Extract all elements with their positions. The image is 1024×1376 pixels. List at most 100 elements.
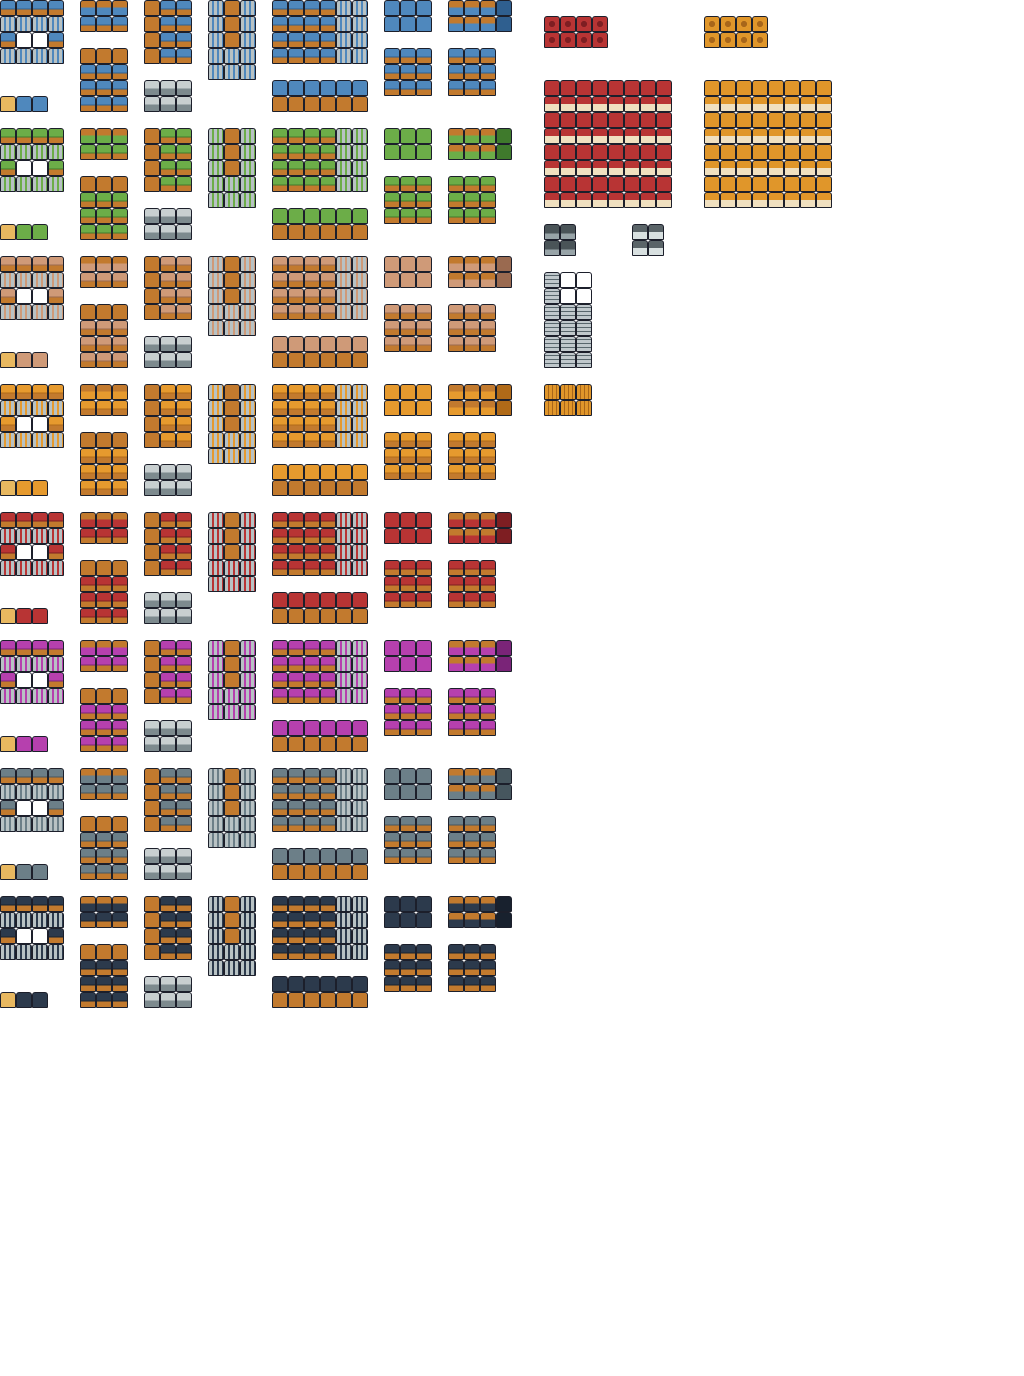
tile: [480, 336, 496, 352]
tile: [800, 80, 816, 96]
tile: [320, 128, 336, 144]
tile: [656, 160, 672, 176]
tile: [208, 416, 224, 432]
tile: [176, 720, 192, 736]
tile: [288, 384, 304, 400]
tile: [240, 16, 256, 32]
tile: [336, 224, 352, 240]
tile: [304, 864, 320, 880]
tile: [576, 336, 592, 352]
tile: [144, 176, 160, 192]
tile: [320, 384, 336, 400]
tile: [592, 16, 608, 32]
tile: [304, 128, 320, 144]
tile: [624, 128, 640, 144]
tile: [480, 976, 496, 992]
tile: [304, 160, 320, 176]
tile: [32, 800, 48, 816]
tile: [144, 288, 160, 304]
tile: [448, 560, 464, 576]
tile: [240, 288, 256, 304]
tile: [272, 144, 288, 160]
tile: [400, 144, 416, 160]
tile: [208, 304, 224, 320]
tile: [48, 816, 64, 832]
tile: [320, 32, 336, 48]
tile: [144, 528, 160, 544]
tile: [288, 640, 304, 656]
tile: [288, 432, 304, 448]
tile: [560, 384, 576, 400]
tile: [576, 160, 592, 176]
tile: [336, 48, 352, 64]
tile: [400, 768, 416, 784]
tile: [496, 656, 512, 672]
tile: [384, 704, 400, 720]
tile: [272, 896, 288, 912]
tile: [480, 784, 496, 800]
tile: [416, 560, 432, 576]
tile: [112, 864, 128, 880]
tile: [224, 448, 240, 464]
tile: [80, 176, 96, 192]
tile: [160, 0, 176, 16]
tile: [336, 992, 352, 1008]
tile: [112, 464, 128, 480]
tile: [208, 528, 224, 544]
tile: [320, 512, 336, 528]
tile: [112, 352, 128, 368]
tile: [272, 400, 288, 416]
tile: [32, 864, 48, 880]
tile: [112, 48, 128, 64]
tile: [544, 192, 560, 208]
tile: [336, 896, 352, 912]
tile: [448, 512, 464, 528]
tile: [16, 544, 32, 560]
tile: [320, 208, 336, 224]
tile: [48, 416, 64, 432]
tile: [464, 912, 480, 928]
tile: [352, 720, 368, 736]
tile: [32, 912, 48, 928]
tile: [240, 416, 256, 432]
tile: [208, 48, 224, 64]
tile: [656, 112, 672, 128]
tile: [208, 144, 224, 160]
tile: [0, 480, 16, 496]
tile: [0, 400, 16, 416]
tile: [784, 96, 800, 112]
tile: [144, 736, 160, 752]
tile: [320, 592, 336, 608]
tile: [400, 896, 416, 912]
tile: [736, 32, 752, 48]
tile: [736, 16, 752, 32]
tile: [704, 176, 720, 192]
tile: [48, 528, 64, 544]
tile: [16, 896, 32, 912]
tile: [400, 464, 416, 480]
tile: [544, 160, 560, 176]
tile: [16, 800, 32, 816]
tile: [400, 576, 416, 592]
tile: [768, 128, 784, 144]
tile: [800, 128, 816, 144]
tile: [640, 96, 656, 112]
tile: [288, 80, 304, 96]
tile: [416, 272, 432, 288]
tile: [384, 0, 400, 16]
tile: [32, 784, 48, 800]
tile: [176, 928, 192, 944]
tile: [176, 816, 192, 832]
tile: [144, 848, 160, 864]
tile: [0, 800, 16, 816]
tile: [800, 176, 816, 192]
tile: [176, 528, 192, 544]
tile: [96, 448, 112, 464]
tile: [400, 16, 416, 32]
tile: [400, 208, 416, 224]
tile: [224, 192, 240, 208]
tile: [384, 48, 400, 64]
tile: [304, 16, 320, 32]
tile: [560, 176, 576, 192]
tile: [352, 400, 368, 416]
